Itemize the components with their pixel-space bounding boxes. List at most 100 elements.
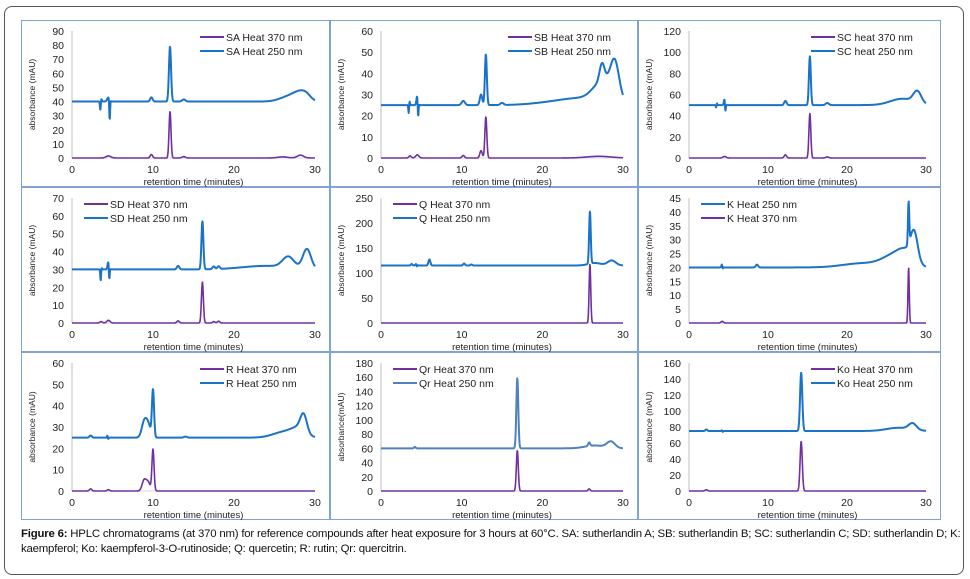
y-tick-label: 20: [669, 262, 681, 274]
y-tick-label: 0: [58, 318, 64, 330]
x-tick-label: 0: [69, 164, 75, 176]
x-axis-label: retention time (minutes): [758, 510, 858, 521]
y-tick-label: 30: [52, 111, 64, 123]
y-tick-label: 80: [669, 422, 681, 434]
series-line-qr-heat-250-nm: [380, 377, 624, 450]
y-tick-label: 70: [52, 54, 64, 66]
y-tick-label: 120: [355, 401, 373, 413]
y-axis-label: absorbance (mAU): [644, 225, 654, 297]
x-axis-label: retention time (minutes): [758, 342, 858, 353]
x-tick-label: 10: [762, 164, 774, 176]
legend-label: Qr Heat 370 nm: [419, 364, 494, 376]
x-tick-label: 30: [309, 329, 321, 341]
y-axis-label: absorbance (mAU): [336, 59, 346, 131]
chart-svg-sa: 0 10 20 30 40 50 60 70 80 90 0 10 20 30 retention time…: [27, 26, 321, 188]
x-tick-label: 10: [456, 329, 468, 341]
x-tick-label: 10: [762, 497, 774, 509]
legend-label: SD Heat 370 nm: [110, 199, 188, 211]
legend-label: Q Heat 370 nm: [419, 199, 490, 211]
y-tick-label: 60: [361, 26, 373, 38]
x-tick-label: 30: [309, 497, 321, 509]
y-tick-label: 150: [355, 243, 373, 255]
y-tick-label: 80: [52, 40, 64, 52]
series-line-sc-heat-250-nm: [688, 55, 927, 112]
y-tick-label: 60: [669, 90, 681, 102]
x-tick-label: 30: [617, 497, 629, 509]
y-tick-label: 50: [361, 47, 373, 59]
x-tick-label: 20: [228, 329, 240, 341]
y-tick-label: 200: [355, 218, 373, 230]
y-tick-label: 20: [52, 125, 64, 137]
x-tick-label: 30: [309, 164, 321, 176]
y-tick-label: 120: [663, 26, 681, 38]
legend-label: SD Heat 250 nm: [110, 213, 188, 225]
x-tick-label: 0: [69, 329, 75, 341]
chart-svg-ko: 0 20 40 60 80 100 120 140 160 0 10 20 30 retention ti…: [644, 358, 932, 521]
legend-label: K Heat 370 nm: [727, 213, 797, 225]
x-tick-label: 10: [147, 329, 159, 341]
legend-label: SC heat 250 nm: [837, 46, 913, 58]
y-tick-label: 15: [669, 276, 681, 288]
y-tick-label: 0: [675, 153, 681, 165]
legend-label: Ko Heat 370 nm: [837, 364, 913, 376]
chart-svg-r: 0 10 20 30 40 50 60 0 10 20 30 retention time (minu…: [27, 358, 321, 521]
series-line-q-heat-370-nm: [380, 263, 624, 324]
y-tick-label: 20: [361, 111, 373, 123]
chart-panel-sd: 0 10 20 30 40 50 60 70 0 10 20 30 retention time (mi…: [21, 187, 330, 353]
x-axis-label: retention time (minutes): [144, 510, 244, 521]
y-tick-label: 60: [361, 443, 373, 455]
y-tick-label: 40: [361, 68, 373, 80]
y-tick-label: 30: [669, 235, 681, 247]
y-tick-label: 80: [669, 68, 681, 80]
y-tick-label: 50: [52, 379, 64, 391]
y-tick-label: 40: [52, 247, 64, 259]
legend-label: SA Heat 250 nm: [226, 46, 303, 58]
x-tick-label: 30: [617, 329, 629, 341]
figure-caption: Figure 6: HPLC chromatograms (at 370 nm)…: [21, 527, 961, 557]
legend-label: Qr Heat 250 nm: [419, 378, 494, 390]
x-tick-label: 20: [841, 329, 853, 341]
y-tick-label: 50: [52, 229, 64, 241]
x-tick-label: 20: [536, 164, 548, 176]
x-axis-label: retention time (minutes): [452, 510, 552, 521]
y-tick-label: 40: [361, 458, 373, 470]
y-tick-label: 60: [52, 68, 64, 80]
x-tick-label: 10: [456, 164, 468, 176]
y-tick-label: 80: [361, 429, 373, 441]
y-tick-label: 100: [355, 268, 373, 280]
x-tick-label: 0: [378, 329, 384, 341]
y-tick-label: 40: [669, 207, 681, 219]
chart-svg-sb: 0 10 20 30 40 50 60 0 10 20 30 retention time (minu…: [336, 26, 629, 188]
y-tick-label: 35: [669, 221, 681, 233]
chart-svg-sc: 0 20 40 60 80 100 120 0 10 20 30 retention time (mi…: [644, 26, 932, 188]
series-line-sa-heat-250-nm: [71, 45, 316, 120]
series-line-sd-heat-250-nm: [71, 220, 316, 282]
series-line-qr-heat-370-nm: [380, 449, 624, 492]
y-tick-label: 40: [669, 454, 681, 466]
y-tick-label: 0: [675, 486, 681, 498]
y-tick-label: 10: [52, 139, 64, 151]
chart-panel-r: 0 10 20 30 40 50 60 0 10 20 30 retention time (minu…: [21, 352, 330, 521]
legend-label: SB Heat 370 nm: [534, 32, 611, 44]
y-tick-label: 5: [675, 304, 681, 316]
y-axis-label: absorbance (mAU): [27, 225, 37, 297]
chart-panel-sb: 0 10 20 30 40 50 60 0 10 20 30 retention time (minu…: [330, 20, 638, 188]
chart-panel-sc: 0 20 40 60 80 100 120 0 10 20 30 retention time (mi…: [638, 20, 941, 188]
x-tick-label: 30: [920, 497, 932, 509]
y-tick-label: 10: [52, 465, 64, 477]
y-tick-label: 60: [669, 438, 681, 450]
legend-label: K Heat 250 nm: [727, 199, 797, 211]
x-tick-label: 10: [456, 497, 468, 509]
chart-svg-q: 0 50 100 150 200 250 0 10 20 30 retention time (mi…: [336, 193, 629, 353]
x-tick-label: 30: [920, 329, 932, 341]
y-tick-label: 45: [669, 193, 681, 205]
x-tick-label: 10: [147, 164, 159, 176]
y-tick-label: 10: [52, 300, 64, 312]
y-tick-label: 70: [52, 193, 64, 205]
y-tick-label: 160: [663, 358, 681, 370]
x-tick-label: 20: [536, 329, 548, 341]
y-tick-label: 40: [52, 97, 64, 109]
x-axis-label: retention time (minutes): [758, 177, 858, 188]
y-tick-label: 120: [663, 390, 681, 402]
y-tick-label: 100: [663, 47, 681, 59]
